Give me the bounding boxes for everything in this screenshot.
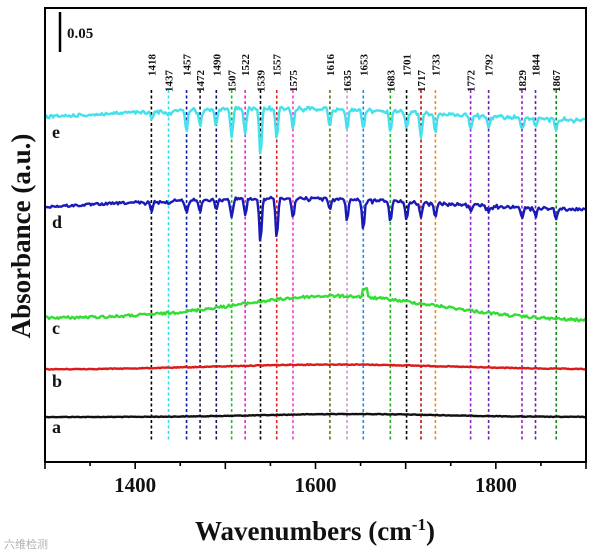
peak-label-1522: 1522 — [240, 54, 252, 77]
x-tick-label-1600: 1600 — [295, 473, 337, 497]
scale-bar: 0.05 — [58, 12, 93, 52]
x-axis: 1400 1600 1800 — [44, 462, 587, 497]
scale-bar-label: 0.05 — [67, 26, 93, 42]
series-d-line — [44, 195, 587, 242]
peak-label-1733: 1733 — [430, 54, 442, 77]
series-b-line — [44, 363, 587, 371]
x-tick-label-1800: 1800 — [475, 473, 517, 497]
peak-label-1829: 1829 — [517, 70, 529, 93]
x-tick-label-1400: 1400 — [114, 473, 156, 497]
series-c-line — [44, 287, 588, 323]
series-label-e: e — [52, 122, 60, 142]
peak-label-1867: 1867 — [551, 70, 563, 93]
peak-label-1792: 1792 — [484, 54, 496, 77]
peak-label-1575: 1575 — [288, 70, 300, 93]
peak-label-1437: 1437 — [164, 70, 176, 93]
peak-label-1507: 1507 — [227, 70, 239, 93]
plot-frame — [44, 7, 587, 463]
series-label-a: a — [52, 417, 61, 437]
spectra-series — [43, 105, 588, 419]
peak-label-1717: 1717 — [416, 70, 428, 93]
series-label-d: d — [52, 212, 62, 232]
peak-label-1539: 1539 — [255, 70, 267, 93]
series-label-b: b — [52, 371, 62, 391]
y-axis-title: Absorbance (a.u.) — [6, 134, 36, 339]
x-axis-title: Wavenumbers (cm-1) — [195, 515, 435, 546]
curve-labels: a b c d e — [52, 122, 62, 437]
peak-label-1683: 1683 — [385, 70, 397, 93]
watermark: 六维检测 — [4, 538, 48, 551]
peak-label-1653: 1653 — [358, 54, 370, 77]
peak-label-1844: 1844 — [531, 54, 543, 77]
peak-label-1457: 1457 — [182, 54, 194, 77]
peak-label-1616: 1616 — [325, 54, 337, 77]
peak-label-1490: 1490 — [211, 54, 223, 77]
series-label-c: c — [52, 318, 60, 338]
series-a-line — [44, 412, 587, 419]
peak-reference-lines — [150, 90, 558, 440]
series-e-line — [43, 105, 587, 155]
peak-label-1472: 1472 — [195, 70, 207, 93]
peak-label-1418: 1418 — [146, 54, 158, 77]
peak-label-1701: 1701 — [402, 54, 414, 76]
peak-label-1557: 1557 — [272, 54, 284, 77]
peak-label-1635: 1635 — [342, 70, 354, 93]
peak-label-1772: 1772 — [466, 70, 478, 93]
